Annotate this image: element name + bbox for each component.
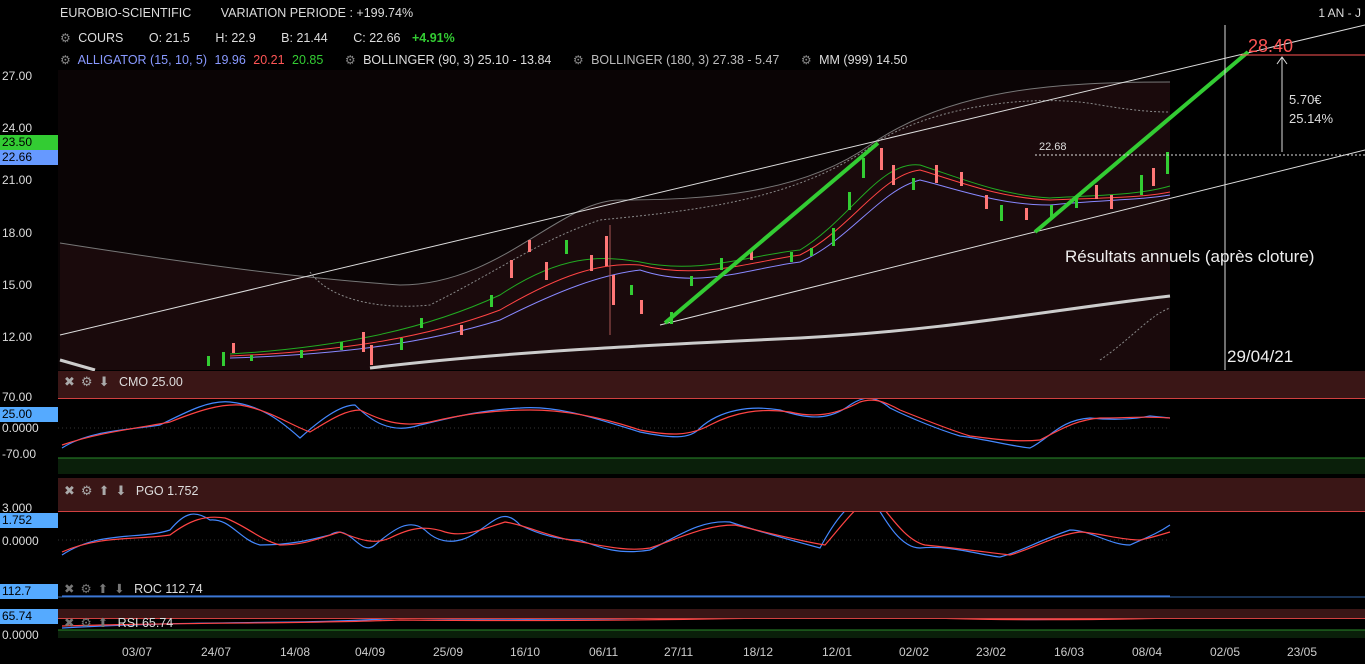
cmo-title: CMO 25.00	[118, 375, 183, 389]
rsi-value-tag: 65.74	[0, 609, 58, 624]
x-tick: 25/09	[433, 645, 464, 659]
alligator-value-green: 20.85	[292, 53, 324, 67]
x-tick: 02/02	[899, 645, 930, 659]
bollinger-180[interactable]: BOLLINGER (180, 3) 27.38 - 5.47	[591, 53, 780, 67]
arrow-up-icon[interactable]: ⬆	[97, 616, 109, 630]
gear-icon[interactable]: ⚙	[800, 53, 812, 67]
rsi-title: RSI 65.74	[117, 616, 174, 630]
bollinger-90[interactable]: BOLLINGER (90, 3) 25.10 - 13.84	[363, 53, 552, 67]
alligator-value-red: 20.21	[253, 53, 285, 67]
indicator-row: ⚙ ALLIGATOR (15, 10, 5) 19.96 20.21 20.8…	[60, 53, 911, 67]
pgo-y-mid: 0.0000	[2, 534, 39, 548]
date-annotation: 29/04/21	[1227, 347, 1294, 366]
x-tick: 06/11	[589, 645, 619, 659]
cmo-panel-header: ✖ ⚙ ⬇ CMO 25.00	[58, 371, 1365, 399]
close-icon[interactable]: ✖	[64, 374, 75, 389]
x-tick: 27/11	[664, 645, 694, 659]
target-price-label: 28.40	[1248, 36, 1294, 56]
quote-open: O: 21.5	[148, 31, 190, 45]
quote-high: H: 22.9	[215, 31, 256, 45]
x-tick: 23/02	[976, 645, 1007, 659]
x-tick: 03/07	[122, 645, 153, 659]
close-price-tag: 22.66	[0, 150, 58, 165]
y-tick: 24.00	[2, 121, 33, 135]
instrument-name: EUROBIO-SCIENTIFIC	[60, 6, 192, 20]
arrow-down-icon[interactable]: ⬇	[114, 582, 125, 596]
cmo-y-bot: -70.00	[2, 447, 37, 461]
close-icon[interactable]: ✖	[64, 582, 75, 596]
chart-header: EUROBIO-SCIENTIFIC VARIATION PERIODE : +…	[60, 6, 413, 20]
quote-row: ⚙ COURS O: 21.5 H: 22.9 B: 21.44 C: 22.6…	[60, 31, 459, 45]
pgo-panel-header: ✖ ⚙ ⬆ ⬇ PGO 1.752	[58, 478, 1365, 512]
quote-label: COURS	[78, 31, 124, 45]
pgo-y-top: 3.000	[2, 501, 33, 515]
rsi-y-bot: 0.0000	[2, 628, 39, 642]
gear-icon[interactable]: ⚙	[344, 53, 356, 67]
alligator-value-blue: 19.96	[214, 53, 246, 67]
y-tick: 12.00	[2, 330, 33, 344]
period-selector[interactable]: 1 AN - J	[1318, 6, 1361, 20]
x-tick: 12/01	[822, 645, 853, 659]
gear-icon[interactable]: ⚙	[80, 616, 92, 630]
gear-icon[interactable]: ⚙	[60, 31, 71, 45]
target-gain: 5.70€	[1289, 92, 1322, 107]
x-tick: 04/09	[355, 645, 386, 659]
gear-icon[interactable]: ⚙	[80, 582, 92, 596]
roc-title: ROC 112.74	[134, 582, 203, 596]
target-percent: 25.14%	[1289, 111, 1334, 126]
alligator-label[interactable]: ALLIGATOR (15, 10, 5)	[77, 53, 208, 67]
level-label: 22.68	[1039, 141, 1067, 153]
cmo-y-mid: 0.0000	[2, 421, 39, 435]
arrow-down-icon[interactable]: ⬇	[115, 483, 127, 498]
annual-results-annotation: Résultats annuels (après cloture)	[1065, 247, 1315, 266]
x-tick: 14/08	[280, 645, 311, 659]
x-tick: 02/05	[1210, 645, 1241, 659]
x-tick: 16/10	[510, 645, 541, 659]
quote-low: B: 21.44	[281, 31, 328, 45]
y-tick: 18.00	[2, 226, 33, 240]
y-tick: 27.00	[2, 69, 33, 83]
high-price-tag: 23.50	[0, 135, 58, 150]
variation-label: VARIATION PERIODE : +199.74%	[220, 6, 414, 20]
roc-value-tag: 112.7	[0, 584, 58, 599]
arrow-down-icon[interactable]: ⬇	[98, 374, 110, 389]
quote-change: +4.91%	[411, 31, 455, 45]
quote-close: C: 22.66	[353, 31, 401, 45]
cmo-y-top: 70.00	[2, 390, 33, 404]
pgo-value-tag: 1.752	[0, 513, 58, 528]
pgo-title: PGO 1.752	[135, 484, 199, 498]
close-icon[interactable]: ✖	[64, 616, 75, 630]
gear-icon[interactable]: ⚙	[80, 483, 93, 498]
x-tick: 24/07	[201, 645, 232, 659]
y-tick: 15.00	[2, 278, 33, 292]
rsi-band	[58, 609, 1365, 619]
close-icon[interactable]: ✖	[64, 483, 75, 498]
arrow-up-icon[interactable]: ⬆	[98, 483, 110, 498]
x-tick: 08/04	[1132, 645, 1163, 659]
arrow-up-icon[interactable]: ⬆	[97, 582, 109, 596]
x-tick: 18/12	[743, 645, 774, 659]
gear-icon[interactable]: ⚙	[572, 53, 584, 67]
roc-panel-header: ✖ ⚙ ⬆ ⬇ ROC 112.74	[64, 581, 203, 596]
gear-icon[interactable]: ⚙	[60, 53, 71, 67]
x-tick: 16/03	[1054, 645, 1085, 659]
cmo-value-tag: 25.00	[0, 407, 58, 422]
x-tick: 23/05	[1287, 645, 1318, 659]
y-tick: 21.00	[2, 173, 33, 187]
moving-average[interactable]: MM (999) 14.50	[819, 53, 908, 67]
rsi-panel-header: ✖ ⚙ ⬆ RSI 65.74	[64, 615, 173, 630]
gear-icon[interactable]: ⚙	[80, 374, 93, 389]
